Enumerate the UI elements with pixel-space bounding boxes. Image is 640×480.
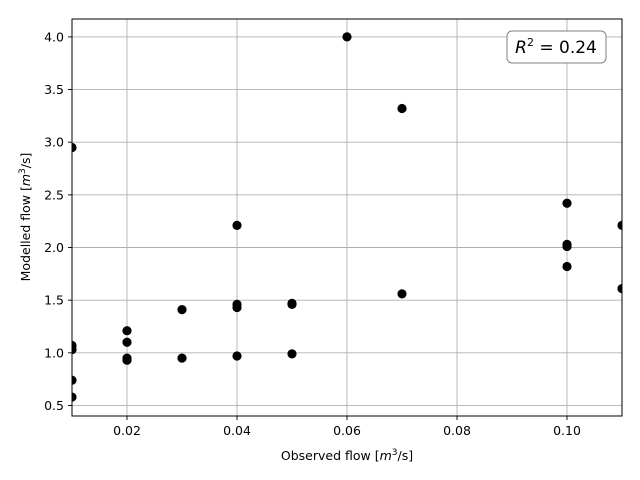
y-axis-label-unit-base: m <box>18 174 33 186</box>
data-point-0 <box>72 142 77 153</box>
data-point-19 <box>397 103 407 114</box>
y-tick-label-1: 1.0 <box>44 345 64 360</box>
data-points <box>72 32 622 402</box>
r-squared-annotation: R2 = 0.24 <box>506 30 607 64</box>
grid <box>72 19 622 416</box>
data-point-17 <box>287 349 297 359</box>
y-tick-label-7: 4.0 <box>44 29 64 44</box>
data-point-6 <box>122 337 132 347</box>
y-axis-label: Modelled flow [m3/s] <box>18 153 33 282</box>
y-axis-label-unit-exp: 3 <box>18 168 28 174</box>
data-point-25 <box>617 220 622 230</box>
x-axis-label-unit-base: m <box>380 448 392 463</box>
y-axis-label-unit-tail: /s] <box>18 153 33 169</box>
data-point-5 <box>122 326 132 336</box>
x-tick-label-0: 0.02 <box>113 423 141 438</box>
data-point-24 <box>562 261 572 272</box>
data-point-8 <box>122 355 132 365</box>
y-axis-label-main: Modelled flow [ <box>18 186 33 281</box>
data-point-20 <box>397 289 407 299</box>
axis-ticks: 0.02 0.04 0.06 0.08 0.10 0.5 1.0 1.5 2.0 2.5 3.0 3.… <box>44 29 581 438</box>
data-point-18 <box>342 32 352 42</box>
data-point-21 <box>562 198 572 208</box>
x-axis-label: Observed flow [m3/s] <box>281 448 413 463</box>
annotation-box <box>506 30 607 64</box>
y-tick-label-6: 3.5 <box>44 82 64 97</box>
data-point-10 <box>177 353 187 363</box>
data-point-9 <box>177 305 187 315</box>
x-tick-label-2: 0.06 <box>333 423 361 438</box>
data-point-11 <box>232 220 242 230</box>
annotation-exp: 2 <box>527 36 534 49</box>
data-point-16 <box>287 299 297 309</box>
data-point-3 <box>72 375 77 385</box>
x-axis-label-unit-exp: 3 <box>392 448 398 458</box>
x-axis-label-main: Observed flow [ <box>281 448 380 463</box>
x-tick-label-1: 0.04 <box>223 423 251 438</box>
y-tick-label-2: 1.5 <box>44 293 64 308</box>
y-tick-label-0: 0.5 <box>44 398 64 413</box>
annotation-tail: = 0.24 <box>534 38 597 58</box>
data-point-26 <box>617 283 622 294</box>
y-tick-label-5: 3.0 <box>44 135 64 150</box>
y-tick-label-4: 2.5 <box>44 187 64 202</box>
data-point-23 <box>562 241 572 252</box>
y-tick-label-3: 2.0 <box>44 240 64 255</box>
x-tick-label-4: 0.10 <box>553 423 581 438</box>
data-point-14 <box>232 351 242 361</box>
data-point-2 <box>72 345 77 355</box>
annotation-base: R <box>515 38 527 58</box>
data-point-13 <box>232 302 242 313</box>
annotation-text: R2 = 0.24 <box>515 36 597 58</box>
x-tick-label-3: 0.08 <box>443 423 471 438</box>
x-axis-label-unit-tail: /s] <box>398 448 414 463</box>
data-point-4 <box>72 392 77 402</box>
